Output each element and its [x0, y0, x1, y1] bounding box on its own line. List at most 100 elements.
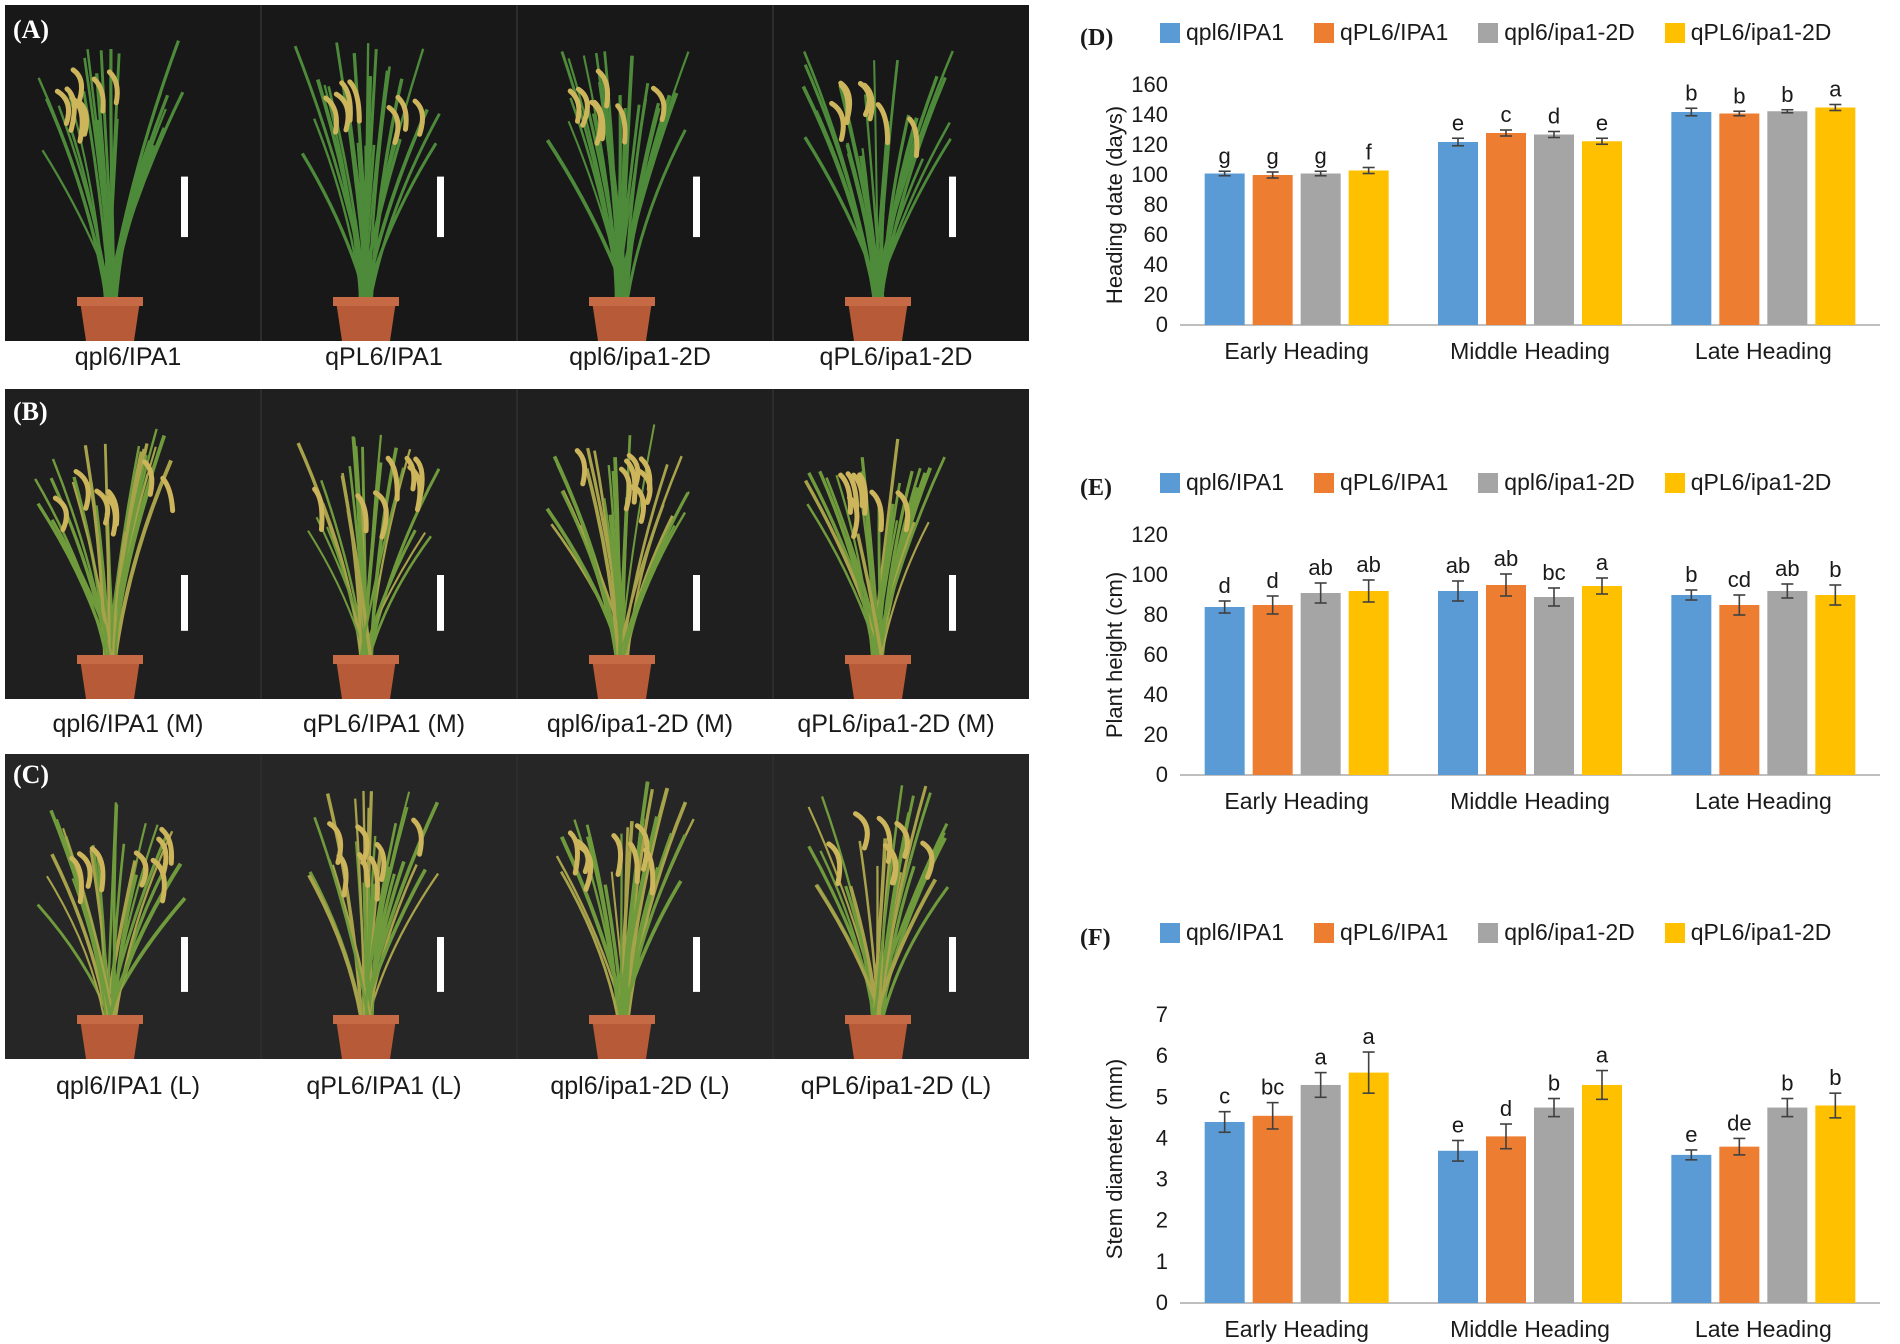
caption-b-1: qpl6/IPA1 (M): [52, 710, 204, 738]
bar: [1348, 591, 1389, 775]
bar: [1582, 586, 1622, 775]
legend-label: qpl6/ipa1-2D: [1504, 19, 1635, 45]
y-tick-label: 6: [1156, 1043, 1168, 1068]
significance-letter: a: [1363, 1024, 1376, 1049]
bar: [1438, 142, 1478, 325]
legend-item: qpl6/IPA1: [1160, 19, 1284, 46]
chart-panel-f: 0 1 2 3 4 5 6 7 Stem diameter (mm) Early Heading c…: [1080, 905, 1900, 1344]
y-tick-label: 0: [1156, 312, 1168, 337]
bar: [1204, 173, 1245, 325]
scale-bar: [437, 575, 444, 631]
legend-item: qpl6/IPA1: [1160, 469, 1284, 496]
significance-letter: a: [1829, 77, 1842, 102]
legend-swatch: [1160, 22, 1180, 43]
photo-panel-a: (A): [5, 5, 1029, 341]
bar: [1300, 1084, 1341, 1303]
significance-letter: b: [1685, 562, 1697, 587]
rice-plant: [545, 51, 690, 302]
significance-letter: e: [1452, 110, 1464, 135]
panel-letter-b: (B): [13, 397, 48, 426]
y-tick-label: 60: [1144, 642, 1168, 667]
x-tick-label: Late Heading: [1695, 338, 1832, 364]
legend-item: qPL6/ipa1-2D: [1664, 469, 1831, 496]
legend-label: qPL6/ipa1-2D: [1690, 19, 1832, 45]
significance-letter: d: [1219, 573, 1231, 598]
y-tick-label: 0: [1156, 762, 1168, 787]
pot: [336, 301, 396, 341]
significance-letter: bc: [1542, 560, 1565, 585]
photo-a: [5, 5, 1029, 341]
rice-plant: [807, 785, 950, 1020]
significance-letter: ab: [1308, 555, 1332, 580]
panel-letter-a: (A): [13, 15, 50, 44]
y-tick-label: 3: [1156, 1167, 1168, 1192]
pot: [80, 1019, 140, 1059]
legend-swatch: [1160, 472, 1180, 493]
bar: [1252, 175, 1293, 325]
scale-bar: [437, 176, 444, 238]
pot: [592, 1019, 652, 1059]
legend-swatch: [1478, 922, 1499, 943]
bar: [1486, 1136, 1526, 1303]
bar: [1767, 111, 1808, 325]
significance-letter: c: [1219, 1084, 1230, 1109]
bar: [1815, 107, 1856, 325]
bar: [1204, 1121, 1245, 1303]
caption-a-3: qpl6/ipa1-2D: [569, 343, 711, 371]
legend-item: qpl6/IPA1: [1160, 919, 1284, 946]
caption-c-1: qpl6/IPA1 (L): [55, 1072, 201, 1100]
legend-item: qPL6/IPA1: [1314, 469, 1448, 496]
pot: [592, 301, 652, 341]
bar: [1719, 605, 1760, 775]
caption-b-2: qPL6/IPA1 (M): [302, 710, 466, 738]
bar: [1300, 173, 1341, 325]
pot-rim: [333, 655, 399, 664]
legend-label: qPL6/IPA1: [1340, 19, 1449, 45]
panel-letter-d: (D): [1080, 25, 1114, 51]
pot: [336, 659, 396, 699]
legend-item: qPL6/ipa1-2D: [1664, 919, 1831, 946]
significance-letter: a: [1596, 550, 1609, 575]
bar: [1534, 134, 1574, 325]
pot-rim: [845, 655, 911, 664]
pot-rim: [77, 1015, 143, 1024]
bar: [1252, 605, 1293, 775]
significance-letter: b: [1685, 80, 1697, 105]
legend-swatch: [1314, 922, 1335, 943]
legend-swatch: [1664, 472, 1685, 493]
bar: [1348, 1072, 1389, 1303]
significance-letter: cd: [1728, 567, 1751, 592]
significance-letter: ab: [1356, 552, 1380, 577]
legend-swatch: [1160, 922, 1180, 943]
x-tick-label: Early Heading: [1224, 788, 1368, 814]
scale-bar: [693, 937, 700, 992]
bar: [1534, 597, 1574, 775]
scale-bar: [181, 575, 188, 631]
significance-letter: b: [1733, 83, 1745, 108]
bar: [1252, 1115, 1293, 1303]
y-axis-label: Heading date (days): [1102, 106, 1127, 304]
pot: [592, 659, 652, 699]
pot-rim: [589, 297, 655, 306]
significance-letter: de: [1727, 1110, 1751, 1135]
legend-label: qpl6/IPA1: [1186, 919, 1285, 945]
chart-panel-d: 0 20 40 60 80 100 120 140 160 Heading date (days)…: [1080, 5, 1900, 445]
y-tick-label: 0: [1156, 1290, 1168, 1315]
pot-rim: [845, 1015, 911, 1024]
caption-a-1: qpl6/IPA1: [74, 343, 182, 371]
rice-plant: [293, 42, 441, 302]
caption-c-4: qPL6/ipa1-2D (L): [800, 1072, 992, 1100]
significance-letter: a: [1315, 1045, 1328, 1070]
significance-letter: bc: [1261, 1075, 1284, 1100]
photo-c: [5, 754, 1029, 1059]
significance-letter: b: [1829, 1065, 1841, 1090]
bar: [1671, 112, 1712, 325]
legend-swatch: [1478, 22, 1499, 43]
legend-f: qpl6/IPA1 qPL6/IPA1 qpl6/ipa1-2D qPL6/ipa1-…: [1160, 919, 1861, 946]
bar: [1438, 1150, 1478, 1303]
y-tick-label: 40: [1144, 682, 1168, 707]
legend-item: qPL6/IPA1: [1314, 919, 1448, 946]
y-tick-label: 100: [1131, 162, 1168, 187]
significance-letter: d: [1267, 568, 1279, 593]
